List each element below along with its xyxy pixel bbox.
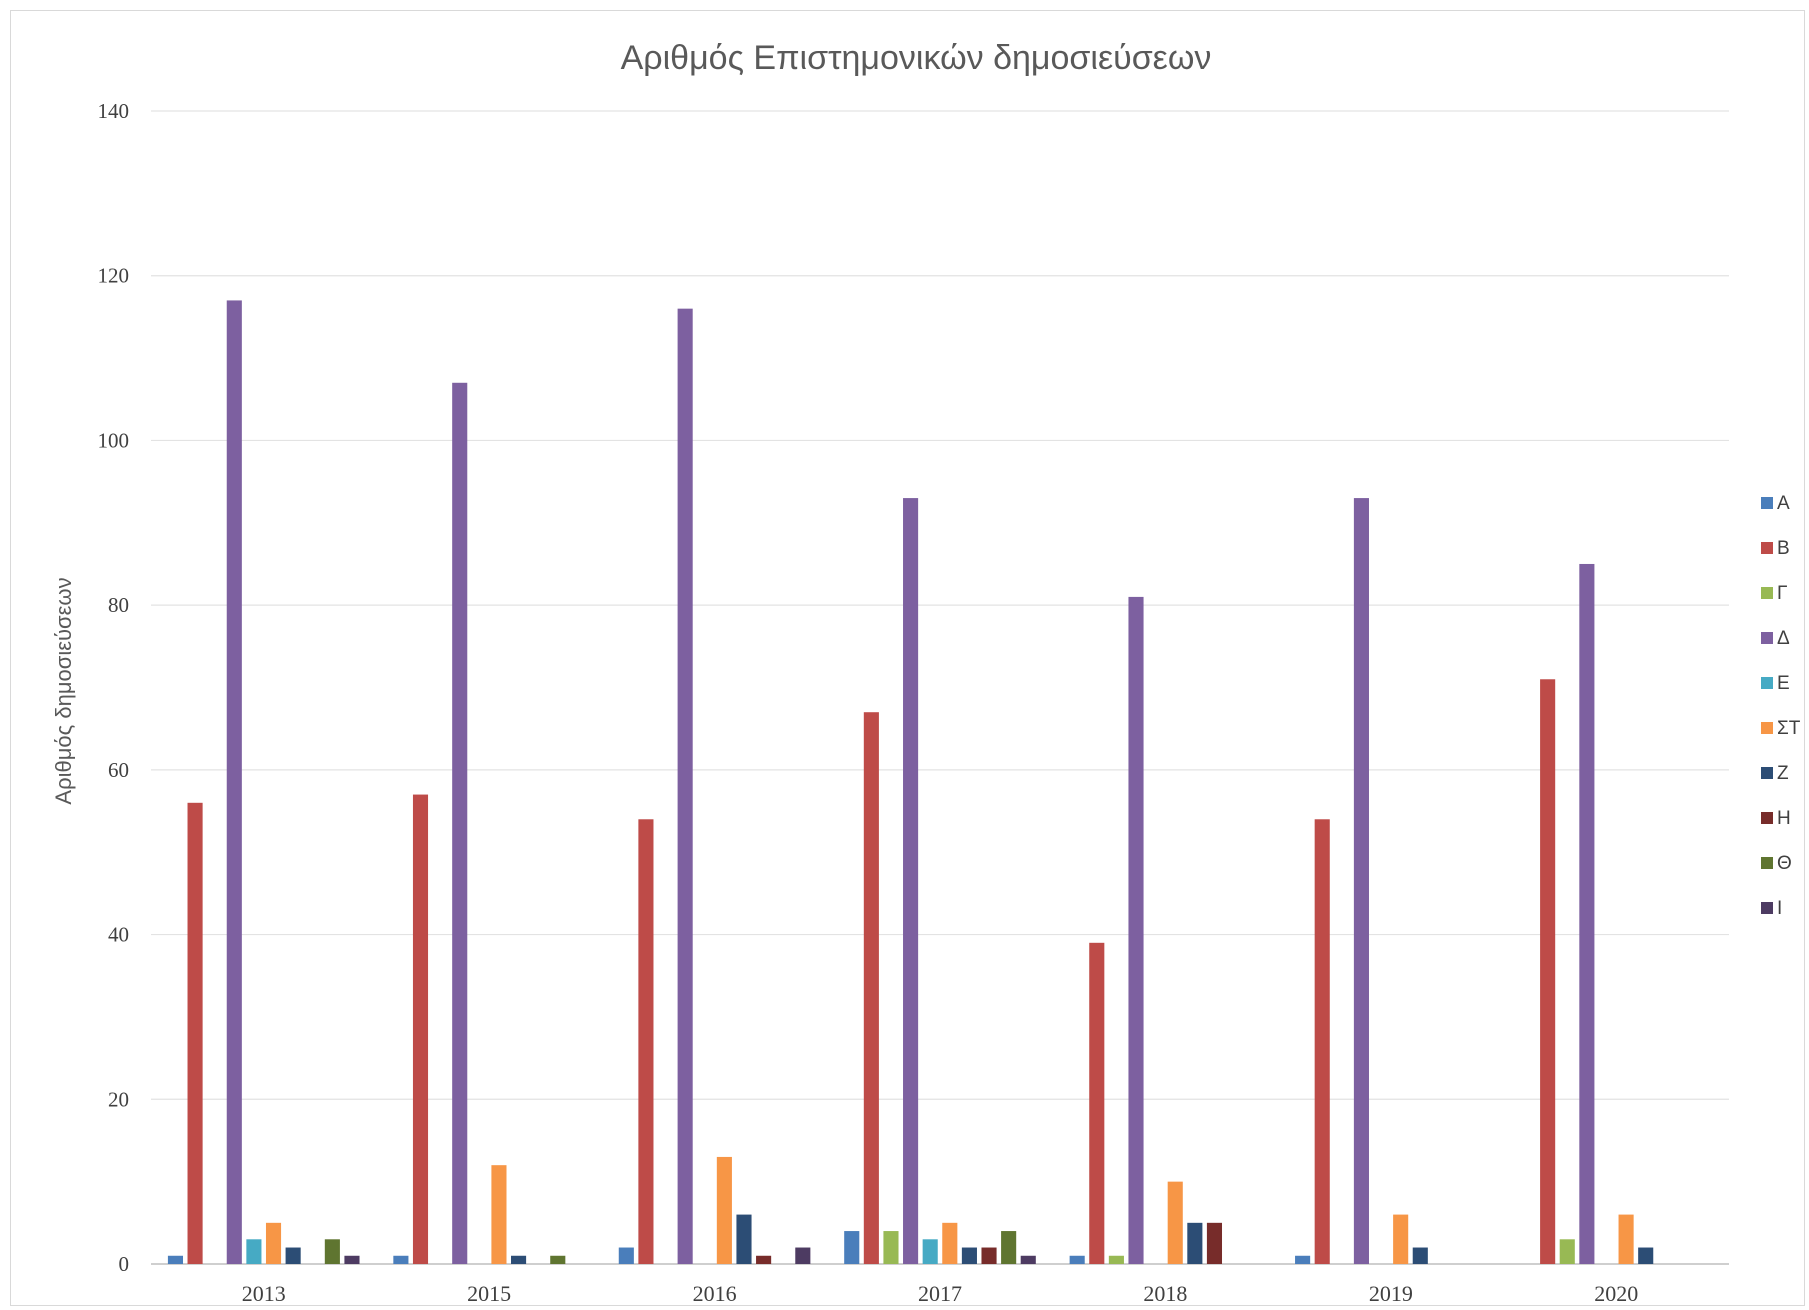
bar [795, 1247, 811, 1264]
bar [511, 1255, 527, 1264]
y-axis-ticks: 0 20 40 60 80 100 120 140 [98, 99, 130, 1276]
bar [677, 308, 693, 1265]
y-tick-label: 120 [98, 264, 130, 288]
bar [1069, 1255, 1085, 1264]
x-tick-label: 2015 [467, 1281, 511, 1306]
bar [550, 1255, 566, 1264]
x-tick-label: 2020 [1594, 1281, 1638, 1306]
bar [491, 1165, 507, 1264]
bar [452, 382, 468, 1264]
x-tick-label: 2019 [1369, 1281, 1413, 1306]
legend-label: Θ [1777, 853, 1792, 874]
legend-swatch [1761, 902, 1773, 914]
bar [187, 802, 203, 1264]
bar [1393, 1214, 1409, 1264]
bar [1638, 1247, 1654, 1264]
y-tick-label: 140 [98, 99, 130, 123]
bar [1108, 1255, 1124, 1264]
bar [344, 1255, 360, 1264]
bar [246, 1239, 262, 1264]
x-tick-label: 2017 [918, 1281, 962, 1306]
y-axis-label: Αριθμός δημοσιεύσεων [51, 577, 76, 804]
legend-swatch [1761, 542, 1773, 554]
x-tick-label: 2018 [1143, 1281, 1187, 1306]
gridlines [151, 110, 1729, 1265]
bar [756, 1255, 772, 1264]
bar [1540, 679, 1556, 1264]
y-tick-label: 60 [108, 758, 129, 782]
bar [1295, 1255, 1311, 1264]
bar [638, 819, 654, 1264]
legend-label: Β [1777, 538, 1790, 559]
y-tick-label: 40 [108, 923, 129, 947]
legend-swatch [1761, 632, 1773, 644]
legend-label: Α [1777, 493, 1790, 514]
bar [265, 1222, 282, 1264]
legend-label: Γ [1777, 583, 1787, 604]
legend-label: Ι [1777, 898, 1782, 919]
chart-title: Αριθμός Επιστημονικών δημοσιεύσεων [621, 39, 1212, 77]
bar [863, 712, 879, 1264]
bar [393, 1255, 409, 1264]
legend-label: Η [1777, 808, 1791, 829]
bar [981, 1247, 997, 1264]
bar [736, 1214, 752, 1264]
legend-swatch [1761, 677, 1773, 689]
y-tick-label: 0 [119, 1252, 130, 1276]
bar [1559, 1239, 1575, 1264]
x-axis-ticks: 2013 2015 2016 2017 2018 2019 2020 [242, 1281, 1639, 1306]
x-tick-label: 2016 [693, 1281, 737, 1306]
bar [1187, 1222, 1203, 1264]
legend-swatch [1761, 767, 1773, 779]
bar [618, 1247, 634, 1264]
bar [167, 1255, 184, 1264]
bar [1353, 498, 1369, 1264]
bar [903, 498, 919, 1264]
x-tick-label: 2013 [242, 1281, 286, 1306]
bar [1314, 819, 1330, 1264]
y-tick-label: 80 [108, 593, 129, 617]
bars [167, 300, 1654, 1265]
legend-label: Ε [1777, 673, 1790, 694]
bar [226, 300, 242, 1265]
bar [1001, 1231, 1017, 1264]
bar [1128, 596, 1144, 1264]
bar [716, 1156, 732, 1264]
chart-frame: Αριθμός Επιστημονικών δημοσιεύσεων Αριθμ… [10, 10, 1805, 1306]
bar [883, 1231, 899, 1264]
bar-chart: Αριθμός Επιστημονικών δημοσιεύσεων Αριθμ… [51, 39, 1801, 1306]
legend-swatch [1761, 857, 1773, 869]
legend-label: ΣΤ [1777, 718, 1801, 739]
legend-swatch [1761, 497, 1773, 509]
bar [412, 794, 429, 1264]
bar [922, 1239, 938, 1264]
bar [942, 1222, 958, 1264]
legend-swatch [1761, 812, 1773, 824]
legend-label: Δ [1777, 628, 1790, 649]
bar [1089, 942, 1105, 1264]
y-tick-label: 20 [108, 1087, 129, 1111]
bar [1167, 1181, 1183, 1264]
bar [844, 1231, 860, 1264]
legend-label: Ζ [1777, 763, 1789, 784]
bar [1618, 1214, 1634, 1264]
y-tick-label: 100 [98, 428, 130, 452]
legend: Α Β Γ Δ Ε ΣΤ Ζ Η Θ Ι [1761, 493, 1801, 919]
legend-swatch [1761, 587, 1773, 599]
bar [961, 1247, 977, 1264]
bar [1206, 1222, 1223, 1264]
legend-swatch [1761, 722, 1773, 734]
bar [1579, 563, 1595, 1264]
bar [285, 1247, 301, 1264]
bar [1020, 1255, 1036, 1264]
bar [1412, 1247, 1428, 1264]
bar [324, 1239, 340, 1264]
